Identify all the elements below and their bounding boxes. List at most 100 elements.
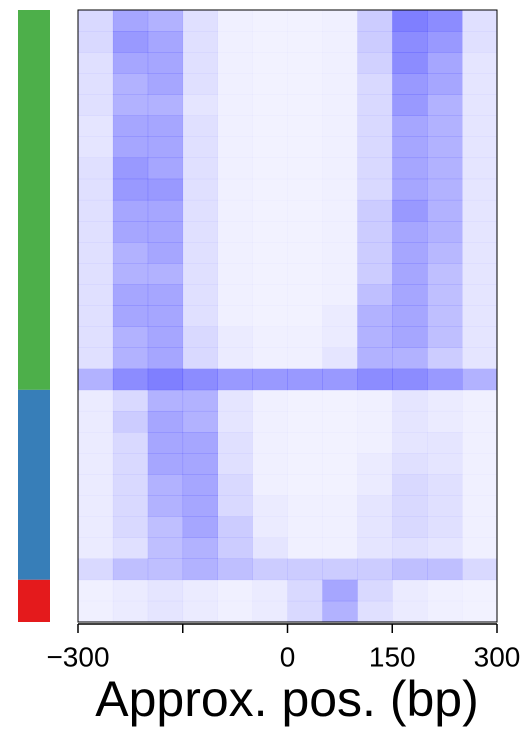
heatmap-cell bbox=[182, 73, 218, 95]
heatmap-cell bbox=[462, 221, 498, 243]
heatmap-cell bbox=[252, 305, 288, 327]
heatmap-cell bbox=[322, 326, 358, 348]
heatmap-cell bbox=[217, 242, 253, 264]
heatmap-cell bbox=[392, 305, 428, 327]
heatmap-cell bbox=[182, 94, 218, 116]
heatmap-cell bbox=[252, 284, 288, 306]
heatmap-cell bbox=[392, 221, 428, 243]
heatmap-cell bbox=[427, 326, 463, 348]
heatmap-cell bbox=[392, 600, 428, 623]
heatmap-cell bbox=[252, 242, 288, 264]
heatmap-cell bbox=[78, 516, 114, 538]
heatmap-cell bbox=[427, 347, 463, 370]
heatmap-cell bbox=[287, 495, 323, 517]
heatmap-cell bbox=[357, 284, 393, 306]
heatmap-cell bbox=[427, 284, 463, 306]
heatmap-cell bbox=[322, 199, 358, 222]
heatmap-cell bbox=[147, 347, 184, 370]
heatmap-cell bbox=[217, 221, 253, 243]
heatmap-cell bbox=[147, 410, 184, 433]
heatmap-cell bbox=[112, 495, 149, 517]
heatmap-cell bbox=[427, 242, 463, 264]
heatmap-cell bbox=[427, 368, 463, 391]
heatmap-cell bbox=[147, 579, 184, 602]
heatmap-cell bbox=[112, 178, 149, 201]
group-bar bbox=[18, 579, 50, 622]
heatmap-cell bbox=[252, 537, 288, 559]
heatmap-cell bbox=[182, 495, 218, 517]
heatmap-cell bbox=[252, 178, 288, 201]
heatmap-cell bbox=[357, 157, 393, 180]
heatmap-cell bbox=[462, 305, 498, 327]
heatmap-cell bbox=[392, 410, 428, 433]
heatmap-cell bbox=[427, 115, 463, 137]
heatmap-cell bbox=[357, 537, 393, 559]
heatmap-cell bbox=[252, 600, 288, 623]
heatmap-cell bbox=[427, 157, 463, 180]
heatmap-cell bbox=[462, 284, 498, 306]
heatmap-cell bbox=[252, 221, 288, 243]
heatmap-cell bbox=[287, 579, 323, 602]
heatmap-cell bbox=[322, 453, 358, 475]
heatmap-cell bbox=[147, 368, 184, 391]
heatmap-cell bbox=[182, 453, 218, 475]
heatmap-cell bbox=[392, 284, 428, 306]
heatmap-cell bbox=[217, 558, 253, 581]
heatmap-cell bbox=[357, 94, 393, 116]
heatmap-cell bbox=[287, 537, 323, 559]
heatmap-cell bbox=[287, 389, 323, 412]
group-bar bbox=[18, 10, 50, 390]
heatmap-cell bbox=[78, 368, 114, 391]
heatmap-cell bbox=[322, 558, 358, 581]
heatmap-cell bbox=[322, 305, 358, 327]
heatmap-cell bbox=[427, 305, 463, 327]
heatmap-cell bbox=[357, 453, 393, 475]
heatmap-cell bbox=[392, 199, 428, 222]
heatmap-cell bbox=[427, 600, 463, 623]
heatmap-cell bbox=[252, 52, 288, 74]
heatmap-cell bbox=[78, 600, 114, 623]
heatmap-cell bbox=[78, 537, 114, 559]
heatmap-cell bbox=[252, 432, 288, 454]
plot-frame bbox=[77, 9, 498, 623]
heatmap-cell bbox=[217, 115, 253, 137]
heatmap-cell bbox=[462, 242, 498, 264]
heatmap-cell bbox=[147, 115, 184, 137]
heatmap-cell bbox=[322, 516, 358, 538]
heatmap-cell bbox=[287, 52, 323, 74]
heatmap-cell bbox=[112, 136, 149, 159]
heatmap-cell bbox=[357, 10, 393, 32]
heatmap-cell bbox=[112, 516, 149, 538]
heatmap-cell bbox=[252, 558, 288, 581]
x-axis-label: Approx. pos. (bp) bbox=[95, 671, 479, 727]
heatmap-cell bbox=[287, 31, 323, 53]
heatmap-cell bbox=[322, 284, 358, 306]
heatmap-cell bbox=[462, 389, 498, 412]
heatmap-cell bbox=[147, 242, 184, 264]
heatmap-cell bbox=[322, 52, 358, 74]
heatmap-cell bbox=[427, 495, 463, 517]
heatmap-cell bbox=[392, 157, 428, 180]
heatmap-cell bbox=[147, 453, 184, 475]
heatmap-cell bbox=[462, 178, 498, 201]
heatmap-cell bbox=[78, 157, 114, 180]
heatmap-cell bbox=[322, 94, 358, 116]
heatmap-cell bbox=[217, 410, 253, 433]
heatmap-cell bbox=[357, 221, 393, 243]
heatmap-cell bbox=[147, 326, 184, 348]
x-tick-label: 300 bbox=[474, 641, 521, 672]
heatmap-cell bbox=[112, 410, 149, 433]
heatmap-cell bbox=[182, 221, 218, 243]
heatmap-cell bbox=[357, 115, 393, 137]
heatmap-cell bbox=[78, 474, 114, 496]
heatmap-cell bbox=[392, 347, 428, 370]
heatmap-cell bbox=[112, 157, 149, 180]
heatmap-cell bbox=[112, 242, 149, 264]
heatmap-cell bbox=[427, 73, 463, 95]
heatmap-cell bbox=[78, 579, 114, 602]
heatmap-cell bbox=[392, 368, 428, 391]
heatmap-cell bbox=[392, 263, 428, 285]
heatmap-cell bbox=[287, 326, 323, 348]
heatmap-cell bbox=[78, 73, 114, 95]
